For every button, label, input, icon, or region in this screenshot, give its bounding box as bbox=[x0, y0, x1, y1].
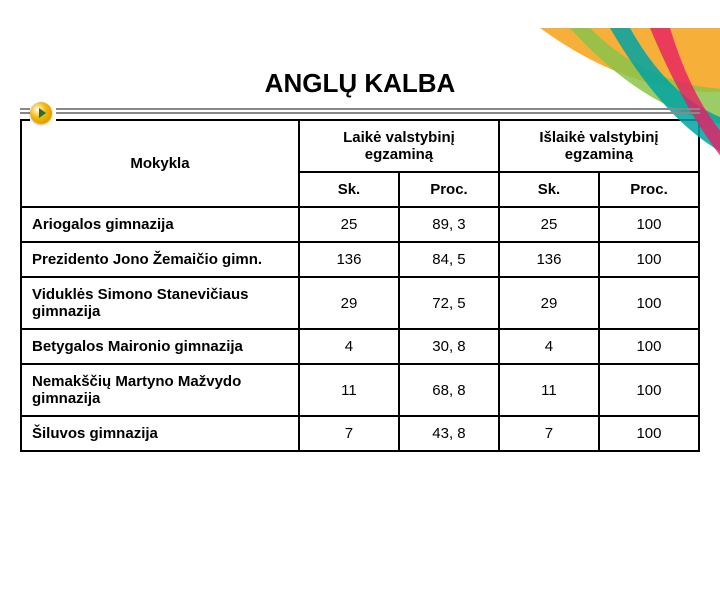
cell-school: Viduklės Simono Stanevičiaus gimnazija bbox=[21, 277, 299, 329]
table-row: Prezidento Jono Žemaičio gimn. 136 84, 5… bbox=[21, 242, 699, 277]
col-sub-proc-1: Proc. bbox=[399, 172, 499, 207]
cell-pass-sk: 25 bbox=[499, 207, 599, 242]
cell-pass-proc: 100 bbox=[599, 329, 699, 364]
table-body: Ariogalos gimnazija 25 89, 3 25 100 Prez… bbox=[21, 207, 699, 451]
cell-pass-sk: 29 bbox=[499, 277, 599, 329]
cell-pass-sk: 7 bbox=[499, 416, 599, 451]
cell-pass-proc: 100 bbox=[599, 277, 699, 329]
cell-school: Nemakščių Martyno Mažvydo gimnazija bbox=[21, 364, 299, 416]
col-header-took: Laikė valstybinį egzaminą bbox=[299, 120, 499, 172]
cell-took-proc: 84, 5 bbox=[399, 242, 499, 277]
cell-pass-proc: 100 bbox=[599, 207, 699, 242]
cell-school: Betygalos Maironio gimnazija bbox=[21, 329, 299, 364]
page-title: ANGLŲ KALBA bbox=[0, 68, 720, 99]
cell-school: Ariogalos gimnazija bbox=[21, 207, 299, 242]
cell-took-proc: 72, 5 bbox=[399, 277, 499, 329]
cell-took-proc: 43, 8 bbox=[399, 416, 499, 451]
exam-results-table: Mokykla Laikė valstybinį egzaminą Išlaik… bbox=[20, 119, 700, 452]
cell-took-proc: 68, 8 bbox=[399, 364, 499, 416]
cell-took-sk: 25 bbox=[299, 207, 399, 242]
cell-pass-proc: 100 bbox=[599, 416, 699, 451]
header-divider bbox=[20, 112, 700, 114]
cell-pass-proc: 100 bbox=[599, 364, 699, 416]
cell-pass-proc: 100 bbox=[599, 242, 699, 277]
table-row: Betygalos Maironio gimnazija 4 30, 8 4 1… bbox=[21, 329, 699, 364]
cell-took-sk: 136 bbox=[299, 242, 399, 277]
cell-took-sk: 11 bbox=[299, 364, 399, 416]
col-header-passed: Išlaikė valstybinį egzaminą bbox=[499, 120, 699, 172]
cell-took-proc: 30, 8 bbox=[399, 329, 499, 364]
data-table-container: Mokykla Laikė valstybinį egzaminą Išlaik… bbox=[0, 119, 720, 472]
cell-took-proc: 89, 3 bbox=[399, 207, 499, 242]
col-sub-sk-2: Sk. bbox=[499, 172, 599, 207]
bullet-icon-holder bbox=[30, 102, 56, 128]
cell-took-sk: 29 bbox=[299, 277, 399, 329]
cell-school: Šiluvos gimnazija bbox=[21, 416, 299, 451]
cell-took-sk: 7 bbox=[299, 416, 399, 451]
table-row: Viduklės Simono Stanevičiaus gimnazija 2… bbox=[21, 277, 699, 329]
cell-pass-sk: 136 bbox=[499, 242, 599, 277]
col-header-school: Mokykla bbox=[21, 120, 299, 207]
table-row: Ariogalos gimnazija 25 89, 3 25 100 bbox=[21, 207, 699, 242]
table-header-row-1: Mokykla Laikė valstybinį egzaminą Išlaik… bbox=[21, 120, 699, 172]
cell-pass-sk: 4 bbox=[499, 329, 599, 364]
col-sub-proc-2: Proc. bbox=[599, 172, 699, 207]
col-sub-sk-1: Sk. bbox=[299, 172, 399, 207]
cell-took-sk: 4 bbox=[299, 329, 399, 364]
table-row: Nemakščių Martyno Mažvydo gimnazija 11 6… bbox=[21, 364, 699, 416]
arrow-right-icon bbox=[30, 102, 52, 124]
table-row: Šiluvos gimnazija 7 43, 8 7 100 bbox=[21, 416, 699, 451]
cell-pass-sk: 11 bbox=[499, 364, 599, 416]
cell-school: Prezidento Jono Žemaičio gimn. bbox=[21, 242, 299, 277]
